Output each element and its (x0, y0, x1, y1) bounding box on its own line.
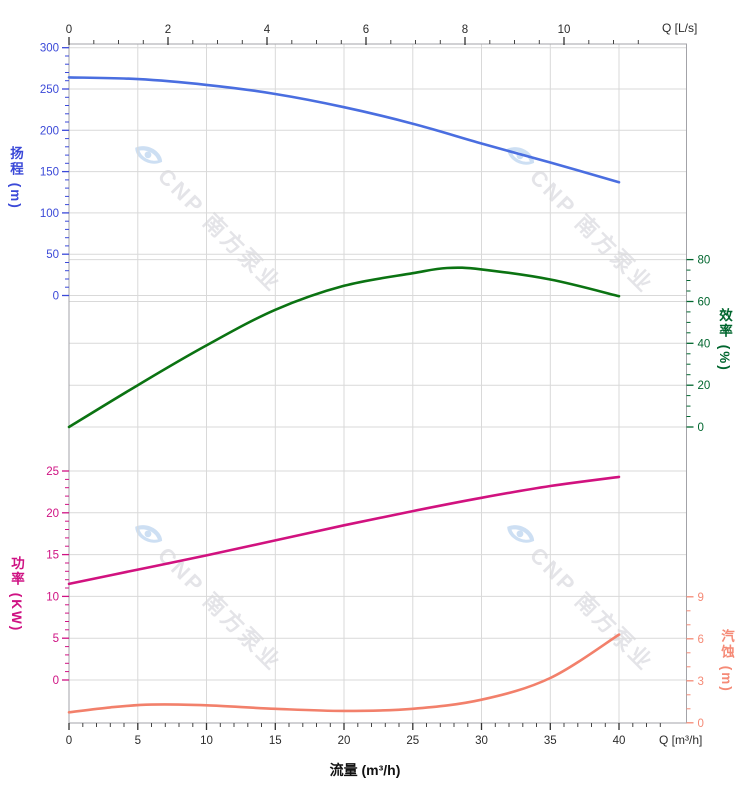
grid-lines (69, 44, 687, 723)
plot-frame (68, 43, 687, 724)
efficiency-tick-label: 80 (698, 255, 711, 267)
cnp-eye-logo-icon (135, 525, 163, 543)
curves (67, 76, 621, 714)
efficiency-axis: 80 60 40 20 0 (686, 255, 711, 434)
head-tick-label: 150 (40, 167, 59, 179)
power-tick-label: 5 (53, 633, 59, 645)
top-tick-label: 10 (558, 24, 571, 36)
power-axis: 25 20 15 10 5 0 (46, 466, 69, 687)
head-tick-label: 200 (40, 125, 59, 137)
head-axis-title: 扬程 (m) (8, 146, 23, 210)
head-tick-label: 0 (53, 291, 59, 303)
efficiency-tick-label: 60 (698, 297, 711, 309)
top-axis-unit-label: Q [L/s] (662, 21, 698, 35)
npsh-tick-label: 0 (698, 718, 704, 730)
bottom-tick-label: 30 (475, 735, 488, 747)
watermark-text: CNP 南方泵业 (153, 163, 287, 297)
cnp-eye-logo-icon (507, 525, 535, 543)
npsh-axis: 9 6 3 0 (686, 592, 704, 730)
bottom-x-axis: 0 5 10 15 20 25 30 35 40 (66, 723, 661, 747)
power-tick-label: 20 (46, 508, 59, 520)
curve-npsh (67, 633, 621, 714)
top-tick-label: 8 (462, 24, 468, 36)
head-tick-label: 250 (40, 84, 59, 96)
power-tick-label: 15 (46, 550, 59, 562)
head-tick-label: 300 (40, 43, 59, 55)
cnp-eye-logo-icon (135, 146, 163, 164)
top-tick-label: 0 (66, 24, 72, 36)
npsh-tick-label: 6 (698, 634, 704, 646)
bottom-tick-label: 20 (338, 735, 351, 747)
top-tick-label: 6 (363, 24, 369, 36)
bottom-tick-label: 10 (200, 735, 213, 747)
cnp-eye-logo-icon (507, 147, 535, 165)
bottom-tick-label: 35 (544, 735, 557, 747)
power-axis-title: 功率 (KW) (9, 556, 24, 633)
curve-head (67, 76, 621, 184)
bottom-tick-label: 5 (135, 735, 141, 747)
flow-axis-title: 流量 (m³/h) (329, 762, 401, 778)
efficiency-tick-label: 0 (698, 422, 704, 434)
head-tick-label: 50 (46, 249, 59, 261)
top-tick-label: 4 (264, 24, 271, 36)
bottom-axis-unit-label: Q [m³/h] (659, 733, 703, 747)
top-tick-label: 2 (165, 24, 171, 36)
efficiency-axis-title: 效率 (%) (717, 308, 732, 372)
efficiency-tick-label: 40 (698, 338, 711, 350)
bottom-tick-label: 0 (66, 735, 72, 747)
watermark-text: CNP 南方泵业 (525, 542, 659, 676)
npsh-axis-title: 汽蚀 (m) (719, 629, 734, 693)
power-tick-label: 10 (46, 591, 59, 603)
power-tick-label: 0 (53, 675, 59, 687)
curve-power (67, 475, 621, 586)
efficiency-tick-label: 20 (698, 380, 711, 392)
power-tick-label: 25 (46, 466, 59, 478)
head-axis: 300 250 200 150 100 50 0 (40, 43, 69, 303)
bottom-tick-label: 15 (269, 735, 282, 747)
curve-efficiency (67, 266, 621, 429)
watermark: CNP 南方泵业 (135, 146, 287, 297)
npsh-tick-label: 3 (698, 676, 704, 688)
bottom-tick-label: 40 (613, 735, 626, 747)
npsh-tick-label: 9 (698, 592, 704, 604)
top-x-axis: 0 2 4 6 8 10 (66, 24, 639, 45)
head-tick-label: 100 (40, 208, 59, 220)
bottom-tick-label: 25 (406, 735, 419, 747)
